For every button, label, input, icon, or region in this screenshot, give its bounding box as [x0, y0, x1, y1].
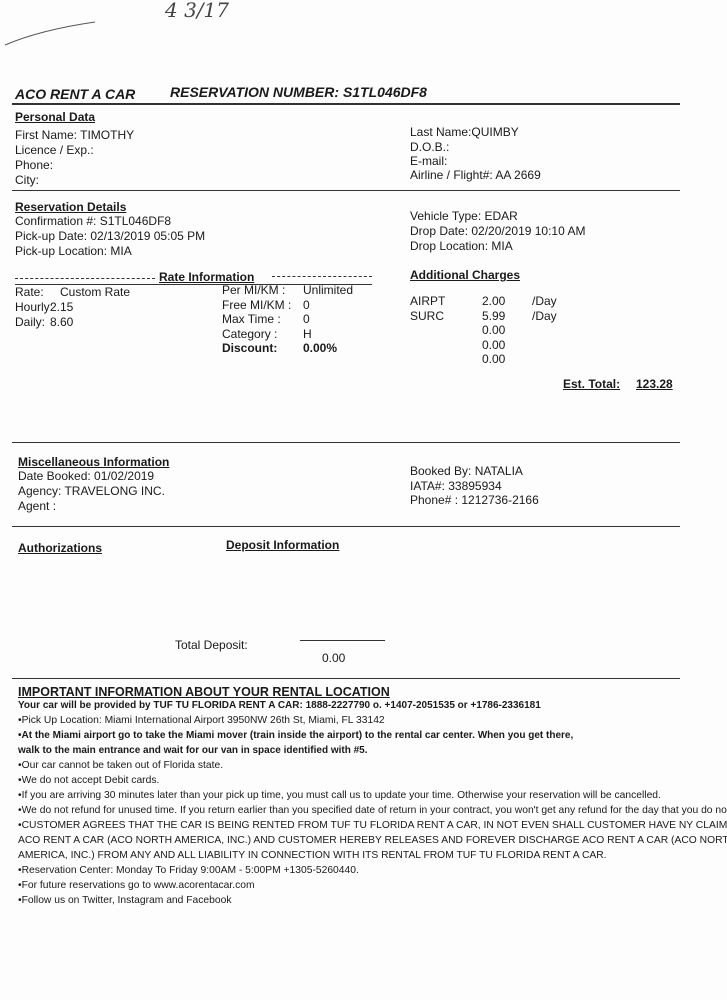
rate-information-heading: Rate Information — [159, 270, 255, 284]
rate-label: Hourly: — [15, 300, 54, 314]
important-info-line: ACO RENT A CAR (ACO NORTH AMERICA, INC.)… — [18, 835, 727, 846]
important-info-line: •We do not accept Debit cards. — [18, 775, 160, 786]
authorizations-heading: Authorizations — [18, 541, 102, 555]
booked-by: Booked By: NATALIA — [410, 464, 523, 478]
additional-charges-heading: Additional Charges — [410, 268, 521, 282]
important-info-line: •Reservation Center: Monday To Friday 9:… — [18, 865, 359, 876]
rate-term-value: H — [303, 326, 312, 341]
charge-amount: 0.00 — [482, 323, 506, 337]
last-name: Last Name:QUIMBY — [410, 125, 519, 139]
rate-label: Rate: — [15, 285, 44, 299]
handwritten-note: 4 3/17 — [165, 0, 229, 22]
reservation-number-value: S1TL046DF8 — [342, 84, 427, 100]
first-name: First Name: TIMOTHY — [15, 128, 135, 142]
reservation-details-heading: Reservation Details — [15, 200, 127, 214]
rate-label: Daily: — [15, 315, 46, 329]
charge-amount: 0.00 — [482, 352, 506, 366]
drop-date: Drop Date: 02/20/2019 10:10 AM — [410, 224, 586, 238]
pickup-location: Pick-up Location: MIA — [15, 244, 132, 258]
charge-amount: 5.99 — [482, 308, 506, 323]
rate-term-value: 0 — [303, 297, 310, 312]
pen-scribble — [4, 21, 96, 46]
est-total-label: Est. Total: — [563, 377, 621, 391]
vehicle-type: Vehicle Type: EDAR — [410, 209, 518, 223]
important-info-line: •Pick Up Location: Miami International A… — [18, 715, 385, 726]
date-booked: Date Booked: 01/02/2019 — [18, 469, 155, 483]
phone: Phone: — [15, 158, 54, 172]
important-info-line: •Follow us on Twitter, Instagram and Fac… — [18, 895, 232, 906]
total-deposit-label: Total Deposit: — [175, 638, 248, 652]
rate-value: Custom Rate — [60, 285, 131, 299]
important-info-line: •If you are arriving 30 minutes later th… — [18, 790, 661, 801]
rate-value: 8.60 — [50, 315, 74, 329]
agent: Agent : — [18, 499, 57, 513]
charge-unit: /Day — [532, 294, 557, 308]
agency: Agency: TRAVELONG INC. — [18, 484, 165, 498]
dob: D.O.B.: — [410, 140, 450, 154]
reservation-number-label: RESERVATION NUMBER: — [170, 84, 340, 100]
important-info-line: •We do not refund for unused time. If yo… — [18, 805, 727, 816]
charge-amount: 0.00 — [482, 337, 506, 352]
deposit-information-heading: Deposit Information — [226, 538, 340, 552]
important-info-heading: IMPORTANT INFORMATION ABOUT YOUR RENTAL … — [18, 685, 390, 699]
city: City: — [15, 173, 39, 187]
pickup-date: Pick-up Date: 02/13/2019 05:05 PM — [15, 229, 206, 243]
company-name: ACO RENT A CAR — [15, 86, 136, 102]
reservation-number: RESERVATION NUMBER: S1TL046DF8 — [170, 84, 427, 100]
est-total-value: 123.28 — [636, 377, 673, 391]
licence: Licence / Exp.: — [15, 143, 94, 157]
important-info-line: •CUSTOMER AGREES THAT THE CAR IS BEING R… — [18, 820, 727, 831]
drop-location: Drop Location: MIA — [410, 239, 513, 253]
total-deposit-value: 0.00 — [322, 651, 346, 665]
rate-term-value: 0 — [303, 312, 310, 326]
important-info-line: walk to the main entrance and wait for o… — [18, 745, 368, 756]
important-info-line: AMERICA, INC.) FROM ANY AND ALL LIABILIT… — [18, 850, 607, 861]
important-info-line: •At the Miami airport go to take the Mia… — [18, 730, 574, 741]
important-info-line: •Our car cannot be taken out of Florida … — [18, 760, 224, 771]
rate-term-label: Max Time : — [222, 312, 281, 326]
rate-value: 2.15 — [50, 300, 74, 314]
confirmation: Confirmation #: S1TL046DF8 — [15, 214, 172, 228]
rate-term-label: Free MI/KM : — [222, 297, 292, 312]
rate-term-label: Discount: — [222, 341, 278, 355]
important-info-line: •For future reservations go to www.acore… — [18, 880, 255, 891]
charge-code: AIRPT — [410, 294, 446, 308]
iata: IATA#: 33895934 — [410, 479, 502, 493]
agency-phone: Phone# : 1212736-2166 — [410, 493, 539, 507]
misc-information-heading: Miscellaneous Information — [18, 455, 170, 469]
charge-amount: 2.00 — [482, 294, 506, 308]
rate-term-label: Category : — [222, 326, 278, 341]
charge-code: SURC — [410, 308, 445, 323]
personal-data-heading: Personal Data — [15, 110, 96, 124]
rate-term-label: Per MI/KM : — [222, 283, 286, 297]
rate-term-value: 0.00% — [303, 341, 338, 355]
charge-unit: /Day — [532, 308, 557, 323]
important-info-line: Your car will be provided by TUF TU FLOR… — [18, 700, 541, 711]
email: E-mail: — [410, 154, 448, 168]
airline-flight: Airline / Flight#: AA 2669 — [410, 168, 541, 182]
rate-term-value: Unlimited — [303, 283, 354, 297]
